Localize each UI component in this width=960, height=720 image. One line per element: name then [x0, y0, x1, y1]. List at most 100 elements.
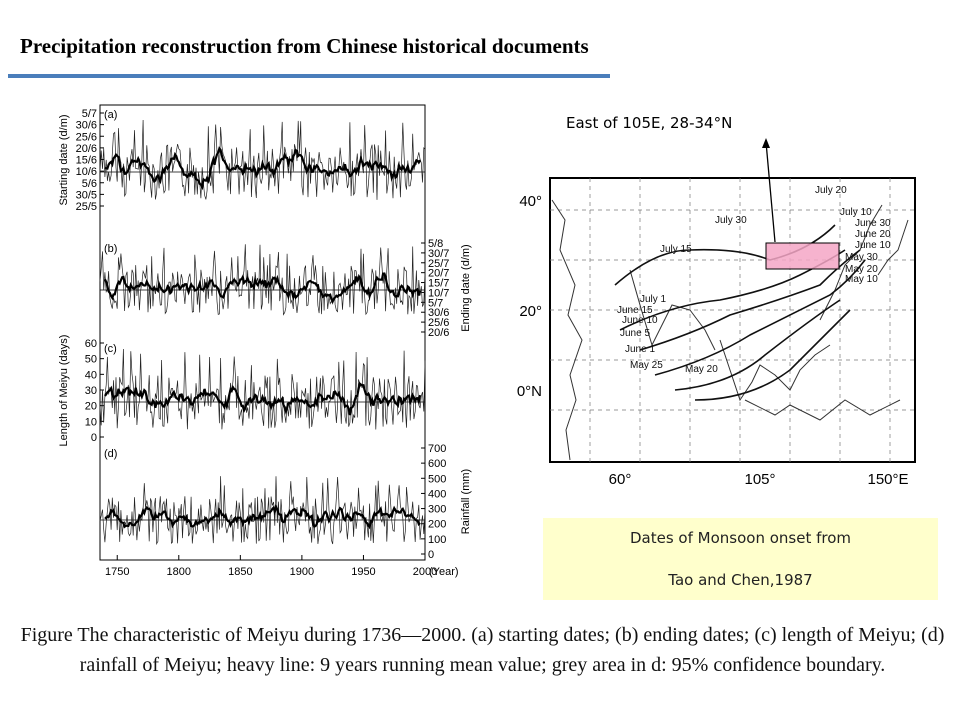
y-tick-label: 30/6	[428, 307, 449, 319]
y-axis-title: Length of Meiyu (days)	[58, 335, 70, 447]
y-tick-label: 50	[85, 354, 97, 366]
isochrone-label: June 5	[620, 328, 650, 339]
coastline-indochina	[719, 339, 831, 402]
isochrone-line	[654, 259, 866, 376]
y-tick-label: 0	[91, 432, 97, 444]
coastline-africa	[551, 199, 583, 461]
y-tick-label: 5/6	[82, 178, 97, 190]
x-tick-label: 1950	[351, 566, 375, 578]
y-tick-label: 15/6	[76, 155, 97, 167]
latitude-label: 0°N	[517, 383, 542, 400]
y-tick-label: 30/7	[428, 248, 449, 260]
longitude-label: 150°E	[867, 471, 908, 488]
y-tick-label: 10/6	[76, 166, 97, 178]
y-tick-label: 60	[85, 338, 97, 350]
isochrone-label: June 15	[617, 305, 653, 316]
isochrone-label: June 1	[625, 344, 655, 355]
region-label: East of 105E, 28-34°N	[566, 114, 733, 132]
y-tick-label: 25/6	[76, 131, 97, 143]
annual-series-line	[99, 119, 426, 200]
isochrone-label: May 30	[845, 252, 878, 263]
panel-label: (d)	[104, 448, 117, 460]
y-tick-label: 30	[85, 385, 97, 397]
title-underline	[8, 74, 610, 78]
y-tick-label: 30/5	[76, 189, 97, 201]
panel-label: (b)	[104, 243, 117, 255]
y-tick-label: 10/7	[428, 287, 449, 299]
y-tick-label: 20/6	[76, 143, 97, 155]
isochrone-label: June 10	[622, 315, 658, 326]
panel-label: (c)	[104, 343, 117, 355]
source-box: Dates of Monsoon onset from Tao and Chen…	[543, 518, 938, 600]
y-tick-label: 5/8	[428, 238, 443, 250]
longitude-label: 60°	[609, 471, 632, 488]
running-mean-line	[103, 272, 422, 304]
y-tick-label: 5/7	[428, 297, 443, 309]
isochrone-label: May 10	[845, 274, 878, 285]
source-line-2: Tao and Chen,1987	[668, 571, 813, 589]
isochrone-line	[674, 299, 841, 391]
isochrone-line	[694, 309, 851, 401]
running-mean-line	[104, 146, 422, 191]
running-mean-line	[104, 381, 422, 416]
isochrone-label: May 20	[685, 364, 718, 375]
y-tick-label: 600	[428, 458, 446, 470]
y-tick-label: 20	[85, 401, 97, 413]
slide-title: Precipitation reconstruction from Chines…	[20, 34, 589, 58]
x-tick-label: 1900	[290, 566, 314, 578]
x-tick-label: 2000	[413, 566, 437, 578]
y-tick-label: 400	[428, 488, 446, 500]
y-tick-label: 500	[428, 473, 446, 485]
y-axis-title: Ending date (d/m)	[460, 244, 472, 331]
y-tick-label: 200	[428, 519, 446, 531]
coastline-india	[629, 269, 716, 351]
y-tick-label: 5/7	[82, 108, 97, 120]
y-tick-label: 40	[85, 369, 97, 381]
isochrone-label: June 30	[855, 218, 891, 229]
y-tick-label: 100	[428, 534, 446, 546]
isochrone-label: May 25	[630, 360, 663, 371]
latitude-label: 20°	[519, 303, 542, 320]
coastline-indonesia	[744, 399, 901, 421]
isochrone-label: July 15	[660, 244, 692, 255]
y-tick-label: 25/7	[428, 258, 449, 270]
y-axis-title: Starting date (d/m)	[58, 114, 70, 205]
longitude-label: 105°	[744, 471, 775, 488]
y-tick-label: 0	[428, 549, 434, 561]
y-tick-label: 25/6	[428, 317, 449, 329]
y-tick-label: 20/7	[428, 268, 449, 280]
y-tick-label: 25/5	[76, 201, 97, 213]
meiyu-series-chart: 1750 1800 1850 1900 1950 2000(Year)5/730/625/…	[58, 104, 472, 578]
isochrone-label: June 10	[855, 240, 891, 251]
isochrone-label: July 10	[840, 207, 872, 218]
isochrone-label: June 20	[855, 229, 891, 240]
x-unit-label: (Year)	[429, 566, 459, 578]
figure-caption: Figure The characteristic of Meiyu durin…	[20, 624, 945, 676]
running-mean-line	[104, 504, 421, 530]
source-line-1: Dates of Monsoon onset from	[629, 529, 851, 547]
region-arrow	[765, 141, 776, 243]
y-tick-label: 10	[85, 416, 97, 428]
y-axis-title: Rainfall (mm)	[460, 469, 472, 534]
y-tick-label: 300	[428, 504, 446, 516]
x-tick-label: 1750	[105, 566, 129, 578]
x-tick-label: 1850	[228, 566, 252, 578]
region-highlight-box	[765, 242, 840, 270]
annual-series-line	[99, 476, 426, 546]
isochrone-label: May 20	[845, 264, 878, 275]
x-tick-label: 1800	[167, 566, 191, 578]
annual-series-line	[99, 348, 426, 430]
map-frame	[549, 177, 916, 463]
isochrone-label: July 1	[640, 294, 667, 305]
latitude-label: 40°	[519, 193, 542, 210]
panel-label: (a)	[104, 109, 117, 121]
coastline-china	[819, 204, 883, 321]
y-tick-label: 30/6	[76, 120, 97, 132]
coastline-japan	[877, 219, 909, 276]
isochrone-label: July 30	[715, 215, 747, 226]
y-tick-label: 15/7	[428, 278, 449, 290]
y-tick-label: 20/6	[428, 327, 449, 339]
isochrone-label: July 20	[815, 185, 847, 196]
region-arrowhead	[762, 138, 770, 148]
